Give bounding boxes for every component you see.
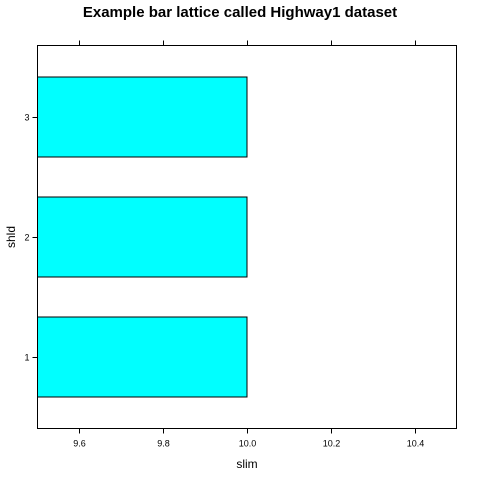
y-tick-label: 2 bbox=[24, 233, 29, 243]
x-tick-label: 9.8 bbox=[157, 439, 170, 449]
x-tick-label: 10.4 bbox=[407, 439, 425, 449]
bars-group bbox=[37, 76, 248, 398]
x-tick-label: 9.6 bbox=[73, 439, 86, 449]
y-tick-label: 3 bbox=[24, 113, 29, 123]
chart-title: Example bar lattice called Highway1 data… bbox=[83, 4, 397, 21]
bar-1 bbox=[37, 316, 248, 398]
bar-2 bbox=[37, 196, 248, 278]
y-axis-label: shld bbox=[4, 226, 18, 248]
bar-3 bbox=[37, 76, 248, 158]
x-axis-label: slim bbox=[236, 457, 257, 471]
x-tick-label: 10.2 bbox=[323, 439, 341, 449]
y-tick-label: 1 bbox=[24, 353, 29, 363]
x-tick-label: 10.0 bbox=[239, 439, 257, 449]
ticks-group: 9.6 9.8 10.0 10.2 10.4 1 2 3 bbox=[24, 40, 425, 449]
